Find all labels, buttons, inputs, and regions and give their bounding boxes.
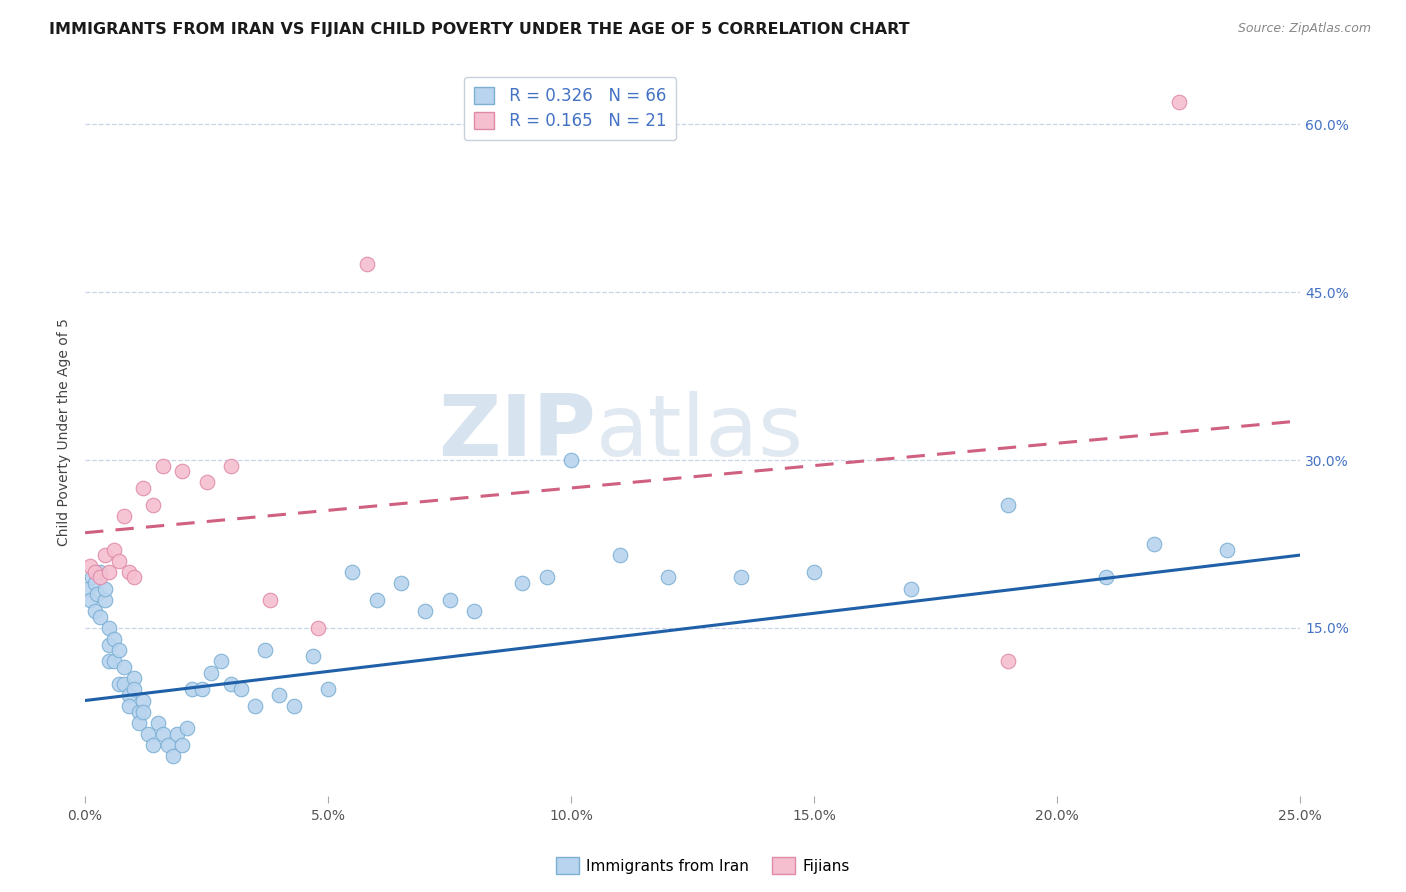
Point bbox=[209, 654, 232, 668]
Y-axis label: Child Poverty Under the Age of 5: Child Poverty Under the Age of 5 bbox=[58, 318, 72, 546]
Point bbox=[93, 582, 115, 596]
Point bbox=[1094, 570, 1116, 584]
Point bbox=[156, 738, 179, 752]
Point bbox=[259, 592, 281, 607]
Point bbox=[900, 582, 922, 596]
Point bbox=[98, 565, 121, 579]
Point bbox=[152, 727, 174, 741]
Point bbox=[93, 548, 115, 562]
Point bbox=[83, 604, 105, 618]
Point bbox=[118, 699, 141, 714]
Point bbox=[413, 604, 436, 618]
Point bbox=[162, 749, 184, 764]
Point bbox=[142, 738, 165, 752]
Point bbox=[98, 638, 121, 652]
Point bbox=[98, 621, 121, 635]
Point bbox=[142, 498, 165, 512]
Point bbox=[190, 682, 212, 697]
Point bbox=[93, 592, 115, 607]
Point bbox=[108, 677, 131, 691]
Point bbox=[229, 682, 252, 697]
Point bbox=[103, 632, 125, 646]
Point bbox=[181, 682, 204, 697]
Point bbox=[76, 582, 98, 596]
Point bbox=[83, 576, 105, 591]
Point bbox=[657, 570, 679, 584]
Point bbox=[128, 715, 150, 730]
Point bbox=[79, 592, 101, 607]
Point bbox=[112, 677, 135, 691]
Point bbox=[730, 570, 752, 584]
Point bbox=[269, 688, 291, 702]
Point bbox=[128, 705, 150, 719]
Point bbox=[283, 699, 305, 714]
Point bbox=[176, 722, 198, 736]
Legend: Immigrants from Iran, Fijians: Immigrants from Iran, Fijians bbox=[550, 851, 856, 880]
Point bbox=[132, 705, 155, 719]
Point bbox=[512, 576, 534, 591]
Point bbox=[219, 677, 242, 691]
Point bbox=[122, 671, 145, 685]
Point bbox=[89, 570, 111, 584]
Point bbox=[302, 648, 325, 663]
Point bbox=[82, 570, 104, 584]
Text: atlas: atlas bbox=[595, 391, 803, 474]
Point bbox=[146, 715, 169, 730]
Point bbox=[243, 699, 266, 714]
Point bbox=[997, 498, 1019, 512]
Point bbox=[136, 727, 159, 741]
Point bbox=[89, 609, 111, 624]
Point bbox=[103, 542, 125, 557]
Point bbox=[98, 654, 121, 668]
Point bbox=[1167, 95, 1189, 109]
Point bbox=[997, 654, 1019, 668]
Point bbox=[79, 559, 101, 574]
Text: ZIP: ZIP bbox=[437, 391, 595, 474]
Point bbox=[83, 565, 105, 579]
Point bbox=[1143, 537, 1166, 551]
Point bbox=[439, 592, 461, 607]
Point bbox=[132, 481, 155, 495]
Point bbox=[560, 453, 582, 467]
Point bbox=[108, 554, 131, 568]
Point bbox=[103, 654, 125, 668]
Point bbox=[112, 508, 135, 523]
Point bbox=[118, 688, 141, 702]
Point bbox=[112, 660, 135, 674]
Point bbox=[132, 693, 155, 707]
Point bbox=[316, 682, 339, 697]
Text: Source: ZipAtlas.com: Source: ZipAtlas.com bbox=[1237, 22, 1371, 36]
Point bbox=[1216, 542, 1239, 557]
Point bbox=[536, 570, 558, 584]
Point bbox=[253, 643, 276, 657]
Point bbox=[118, 565, 141, 579]
Point bbox=[219, 458, 242, 473]
Point bbox=[803, 565, 825, 579]
Point bbox=[342, 565, 364, 579]
Point bbox=[172, 464, 194, 478]
Point bbox=[366, 592, 388, 607]
Point bbox=[89, 565, 111, 579]
Point bbox=[122, 570, 145, 584]
Point bbox=[172, 738, 194, 752]
Point bbox=[122, 682, 145, 697]
Point bbox=[166, 727, 188, 741]
Point bbox=[609, 548, 631, 562]
Point bbox=[195, 475, 218, 490]
Point bbox=[356, 257, 378, 271]
Point bbox=[463, 604, 485, 618]
Point bbox=[86, 587, 108, 601]
Point bbox=[152, 458, 174, 473]
Text: IMMIGRANTS FROM IRAN VS FIJIAN CHILD POVERTY UNDER THE AGE OF 5 CORRELATION CHAR: IMMIGRANTS FROM IRAN VS FIJIAN CHILD POV… bbox=[49, 22, 910, 37]
Point bbox=[389, 576, 412, 591]
Legend:  R = 0.326   N = 66,  R = 0.165   N = 21: R = 0.326 N = 66, R = 0.165 N = 21 bbox=[464, 77, 676, 140]
Point bbox=[307, 621, 329, 635]
Point bbox=[200, 665, 222, 680]
Point bbox=[108, 643, 131, 657]
